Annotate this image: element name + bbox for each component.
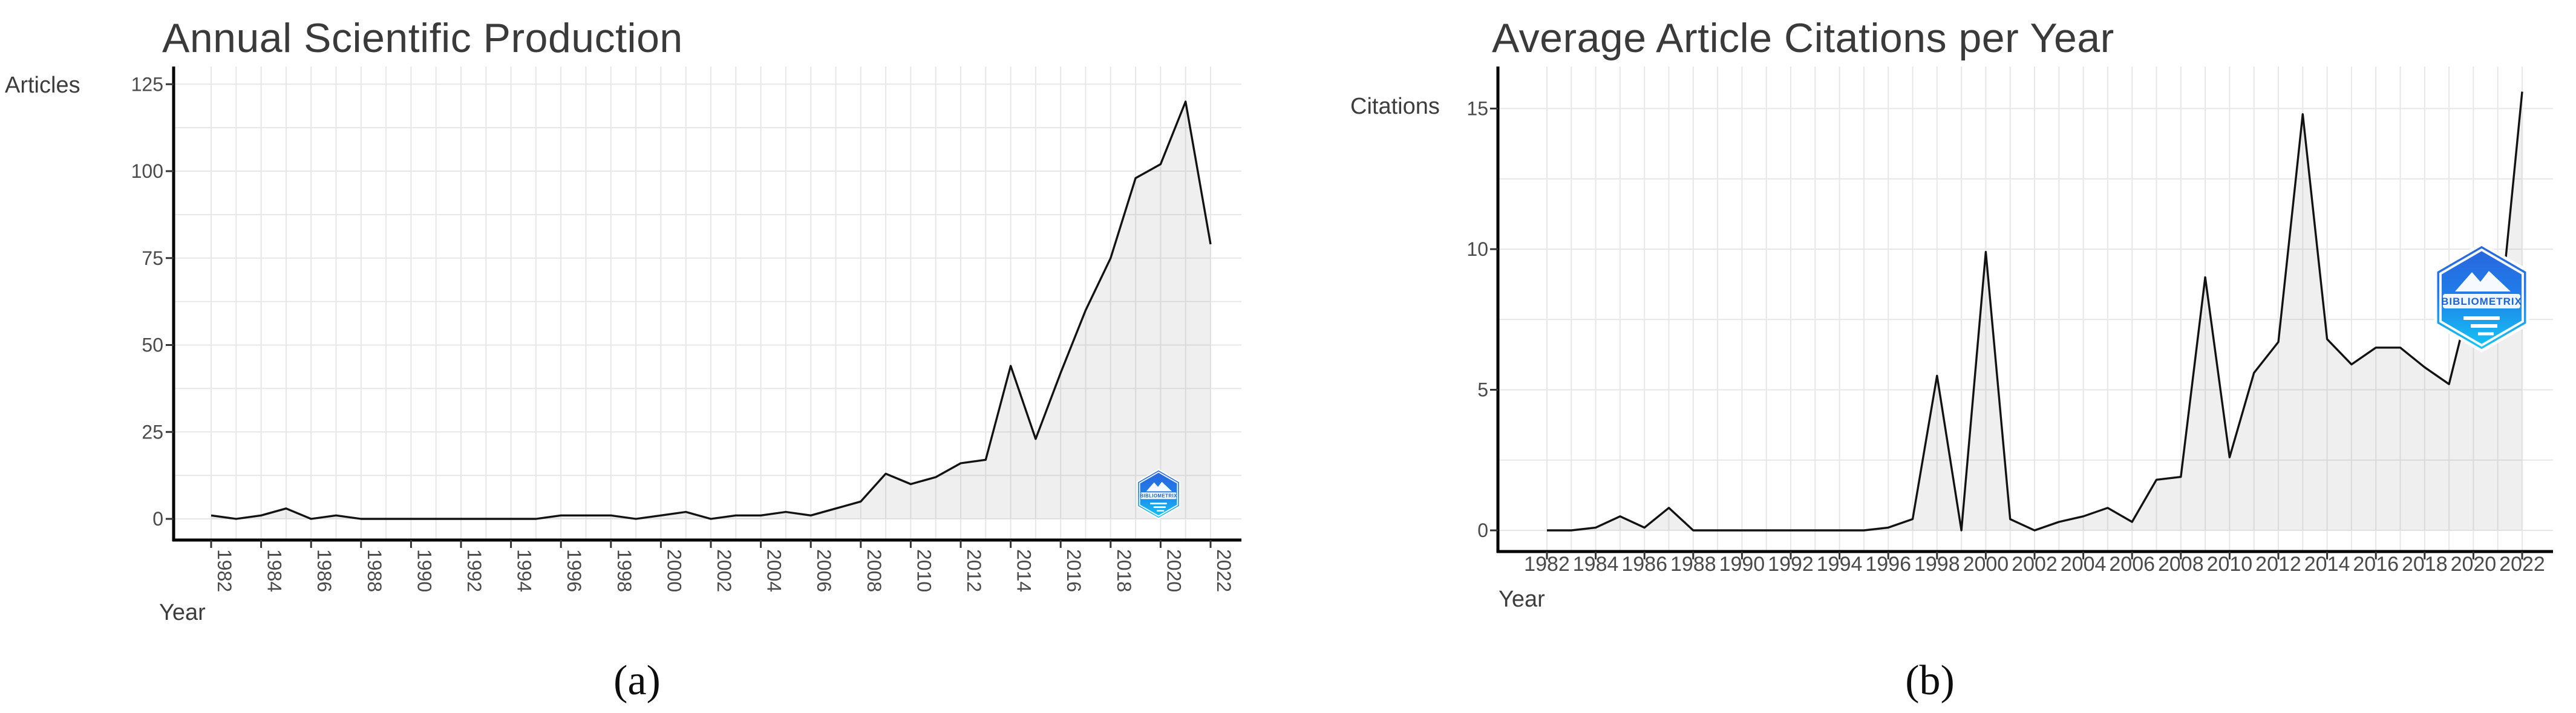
logo-wordmark: BIBLIOMETRIX (2441, 296, 2522, 307)
caption-b: (b) (1905, 657, 1955, 704)
y-tick-label: 0 (152, 508, 163, 530)
chart-b-title: Average Article Citations per Year (1492, 15, 2114, 61)
chart-b-x-axis-title: Year (1499, 587, 1545, 612)
x-tick-label: 2014 (1013, 549, 1035, 592)
x-tick-label: 2012 (963, 549, 985, 592)
area-fill (1547, 91, 2522, 531)
x-tick-label: 1996 (1865, 553, 1911, 576)
x-tick-label: 2016 (2353, 553, 2399, 576)
caption-a: (a) (613, 657, 661, 704)
chart-a-y-axis-title: Articles (5, 73, 80, 98)
x-tick-label: 2022 (2499, 553, 2545, 576)
x-tick-label: 1990 (413, 549, 435, 592)
x-tick-label: 2000 (663, 549, 685, 592)
chart-a-title: Annual Scientific Production (162, 15, 683, 61)
x-tick-label: 1992 (1768, 553, 1814, 576)
x-tick-label: 1998 (1914, 553, 1960, 576)
x-tick-label: 2006 (2109, 553, 2155, 576)
x-tick-label: 2022 (1213, 549, 1235, 592)
x-tick-label: 1990 (1719, 553, 1765, 576)
x-tick-label: 2016 (1063, 549, 1085, 592)
x-tick-label: 2004 (2061, 553, 2107, 576)
logo-mountain (2455, 271, 2511, 291)
x-tick-label: 1988 (1670, 553, 1716, 576)
y-tick-label: 125 (131, 73, 163, 95)
annual-scientific-production-plot: 0 25 50 75 100 125 1982 1984 1986 1988 1990 1992 199… (131, 67, 1241, 592)
x-tick-label: 2018 (2402, 553, 2448, 576)
logo-text-band (2443, 294, 2520, 308)
x-tick-label: 1986 (1621, 553, 1667, 576)
bibliometrix-logo: BIBLIOMETRIX (2434, 243, 2529, 353)
area-fill (211, 102, 1211, 519)
x-tick-label: 2008 (863, 549, 885, 592)
x-tick-label: 1982 (214, 549, 235, 592)
x-tick-label: 2010 (913, 549, 935, 592)
y-tick-label: 25 (142, 421, 163, 443)
x-tick-label: 1984 (264, 549, 286, 592)
average-article-citations-plot: 0 5 10 15 1982 1984 1986 1988 1990 1992 1994 1996 19… (1466, 67, 2553, 576)
x-tick-label: 2014 (2304, 553, 2350, 576)
chart-b-y-axis-title: Citations (1350, 94, 1440, 119)
x-tick-label: 2012 (2255, 553, 2301, 576)
x-tick-label: 2020 (2451, 553, 2497, 576)
logo-text-band (1140, 492, 1177, 500)
x-tick-label: 1994 (1817, 553, 1863, 576)
y-tick-label: 100 (131, 160, 163, 182)
data-line (1547, 91, 2523, 532)
x-tick-label: 2010 (2207, 553, 2253, 576)
x-tick-label: 2002 (713, 549, 735, 592)
y-tick-label: 10 (1466, 238, 1488, 260)
x-tick-label: 1998 (613, 549, 635, 592)
y-tick-label: 50 (142, 334, 163, 356)
x-tick-label: 1992 (463, 549, 485, 592)
chart-a-x-axis-title: Year (159, 600, 206, 625)
x-tick-label: 1986 (313, 549, 335, 592)
x-tick-label: 1994 (514, 549, 535, 592)
x-tick-label: 1982 (1524, 553, 1570, 576)
x-tick-label: 2004 (763, 549, 785, 592)
x-tick-label: 2018 (1113, 549, 1135, 592)
logo-wordmark: BIBLIOMETRIX (1140, 493, 1177, 499)
x-tick-label: 2020 (1163, 549, 1185, 592)
x-tick-label: 1988 (364, 549, 385, 592)
x-tick-label: 2002 (2012, 553, 2058, 576)
data-line (211, 100, 1212, 520)
x-tick-label: 1984 (1573, 553, 1619, 576)
logo-inner-ring (1139, 471, 1178, 517)
y-tick-label: 5 (1477, 379, 1488, 401)
x-tick-label: 2006 (813, 549, 835, 592)
y-tick-label: 75 (142, 247, 163, 269)
x-tick-label: 2000 (1963, 553, 2009, 576)
bibliometrix-logo: BIBLIOMETRIX (1136, 469, 1181, 519)
x-tick-label: 1996 (563, 549, 585, 592)
x-tick-label: 2008 (2158, 553, 2204, 576)
y-tick-label: 0 (1477, 519, 1488, 541)
logo-mountain (1146, 481, 1172, 492)
y-tick-label: 15 (1466, 98, 1488, 120)
logo-inner-ring (2439, 248, 2524, 347)
gridlines (174, 67, 1241, 540)
